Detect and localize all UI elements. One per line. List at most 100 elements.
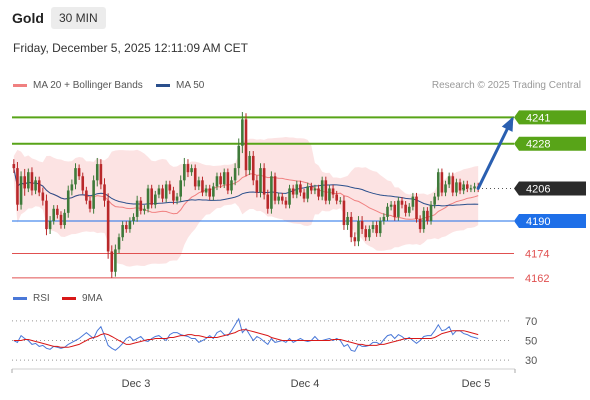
candle-body: [455, 182, 458, 193]
candle-body: [172, 190, 175, 201]
top-bar: Gold 30 MIN: [0, 0, 590, 36]
candle-body: [255, 180, 259, 193]
candle-body: [368, 229, 371, 238]
candle-body: [92, 180, 95, 209]
candle-body: [226, 172, 230, 191]
candle-body: [418, 218, 422, 230]
candle-body: [266, 194, 270, 209]
candle-body: [197, 180, 201, 187]
instrument-name: Gold: [12, 10, 44, 26]
candle-body: [313, 188, 317, 191]
candle-body: [150, 188, 153, 205]
level-tag-4241: 4241: [514, 110, 586, 125]
candle-body: [190, 168, 193, 173]
candle-body: [37, 180, 41, 193]
candle-body: [208, 188, 212, 197]
ma20-legend-label: MA 20 + Bollinger Bands: [33, 80, 143, 91]
candle-body: [349, 216, 353, 238]
level-tag-text: 4228: [526, 139, 550, 151]
timeframe-button[interactable]: 30 MIN: [51, 7, 106, 29]
legend-ma20: MA 20 + Bollinger Bands: [13, 80, 143, 91]
bollinger-band: [13, 136, 479, 267]
candle-body: [386, 206, 389, 217]
candle-body: [378, 220, 382, 234]
candle-body: [342, 200, 346, 226]
forecast-arrow: [476, 117, 514, 190]
x-tick-label: Dec 4: [291, 378, 320, 390]
candle-body: [164, 184, 168, 199]
candle-body: [103, 184, 106, 201]
candle-body: [95, 164, 99, 181]
candle-body: [27, 172, 30, 189]
legend-9ma: 9MA: [62, 293, 103, 304]
rsi-swatch: [13, 297, 27, 300]
candle-body: [59, 214, 63, 226]
candle-body: [306, 186, 309, 199]
candle-body: [66, 190, 70, 213]
candle-body: [389, 204, 393, 207]
candle-body: [433, 196, 436, 205]
candle-body: [99, 164, 103, 185]
candle-body: [56, 208, 59, 215]
candle-body: [259, 168, 262, 193]
level-tag-bg: [514, 136, 586, 151]
candle-body: [397, 200, 400, 217]
candle-body: [411, 196, 415, 207]
candle-body: [77, 168, 81, 177]
candle-body: [179, 180, 182, 197]
candle-body: [328, 188, 331, 201]
candle-body: [407, 206, 411, 213]
level-tag-4190: 4190: [514, 213, 586, 228]
candle-body: [233, 168, 237, 181]
candle-body: [230, 180, 233, 191]
candle-body: [117, 237, 121, 250]
candle-body: [277, 196, 280, 201]
candle-body: [175, 196, 179, 201]
candle-body: [353, 237, 357, 242]
candle-body: [371, 225, 375, 230]
candle-body: [241, 119, 244, 146]
candle-body: [462, 184, 465, 191]
candle-body: [186, 164, 190, 173]
candle-body: [135, 200, 139, 217]
rsi-tick-label: 30: [525, 355, 537, 367]
candle-body: [34, 180, 37, 191]
candle-body: [88, 200, 92, 209]
level-tag-bg: [514, 213, 586, 228]
rsi-line: [13, 317, 479, 352]
candle-body: [139, 200, 143, 211]
candle-body: [375, 225, 378, 234]
candle-body: [23, 176, 26, 189]
candle-body: [146, 188, 150, 209]
candle-body: [440, 172, 444, 193]
candle-body: [215, 176, 219, 187]
candle-body: [346, 216, 349, 226]
candle-body: [360, 220, 364, 230]
candle-body: [458, 182, 462, 191]
candle-body: [70, 184, 74, 191]
candles-group: [12, 112, 480, 278]
candle-body: [422, 210, 426, 230]
candle-body: [466, 184, 469, 189]
x-tick-label: Dec 3: [122, 378, 151, 390]
candle-body: [121, 225, 124, 238]
level-label-4162: 4162: [525, 273, 549, 285]
candle-body: [110, 251, 114, 272]
candle-body: [251, 155, 255, 181]
candle-body: [193, 168, 197, 187]
candle-body: [30, 172, 34, 191]
candle-body: [357, 220, 360, 242]
candle-body: [48, 220, 52, 230]
candle-body: [63, 212, 66, 226]
candle-body: [16, 168, 19, 205]
candle-body: [295, 184, 299, 195]
candle-body: [299, 184, 302, 193]
level-tag-text: 4241: [526, 112, 550, 124]
candle-body: [335, 194, 338, 201]
candle-body: [273, 176, 277, 201]
legend-ma50: MA 50: [156, 80, 204, 91]
candle-body: [415, 196, 418, 219]
candle-body: [291, 188, 295, 195]
level-tag-4206: 4206: [514, 181, 586, 196]
